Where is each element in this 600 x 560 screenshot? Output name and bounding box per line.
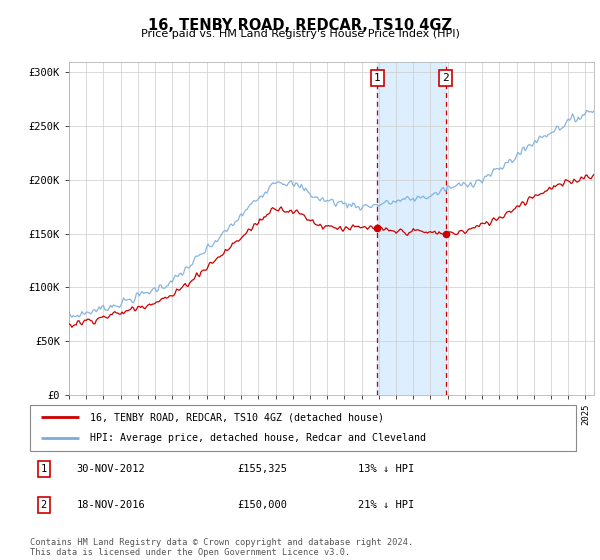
- Text: 2: 2: [442, 73, 449, 83]
- Text: 1: 1: [374, 73, 381, 83]
- Text: £150,000: £150,000: [238, 501, 287, 510]
- Text: 21% ↓ HPI: 21% ↓ HPI: [358, 501, 414, 510]
- Text: 30-NOV-2012: 30-NOV-2012: [76, 464, 145, 474]
- Text: 2: 2: [41, 501, 47, 510]
- Text: 18-NOV-2016: 18-NOV-2016: [76, 501, 145, 510]
- Text: 13% ↓ HPI: 13% ↓ HPI: [358, 464, 414, 474]
- Text: Price paid vs. HM Land Registry's House Price Index (HPI): Price paid vs. HM Land Registry's House …: [140, 29, 460, 39]
- Text: 1: 1: [41, 464, 47, 474]
- Text: 16, TENBY ROAD, REDCAR, TS10 4GZ (detached house): 16, TENBY ROAD, REDCAR, TS10 4GZ (detach…: [90, 412, 384, 422]
- Text: 16, TENBY ROAD, REDCAR, TS10 4GZ: 16, TENBY ROAD, REDCAR, TS10 4GZ: [148, 18, 452, 34]
- Text: Contains HM Land Registry data © Crown copyright and database right 2024.
This d: Contains HM Land Registry data © Crown c…: [30, 538, 413, 557]
- Bar: [377, 62, 446, 395]
- FancyBboxPatch shape: [30, 405, 576, 451]
- Text: £155,325: £155,325: [238, 464, 287, 474]
- Text: HPI: Average price, detached house, Redcar and Cleveland: HPI: Average price, detached house, Redc…: [90, 433, 426, 444]
